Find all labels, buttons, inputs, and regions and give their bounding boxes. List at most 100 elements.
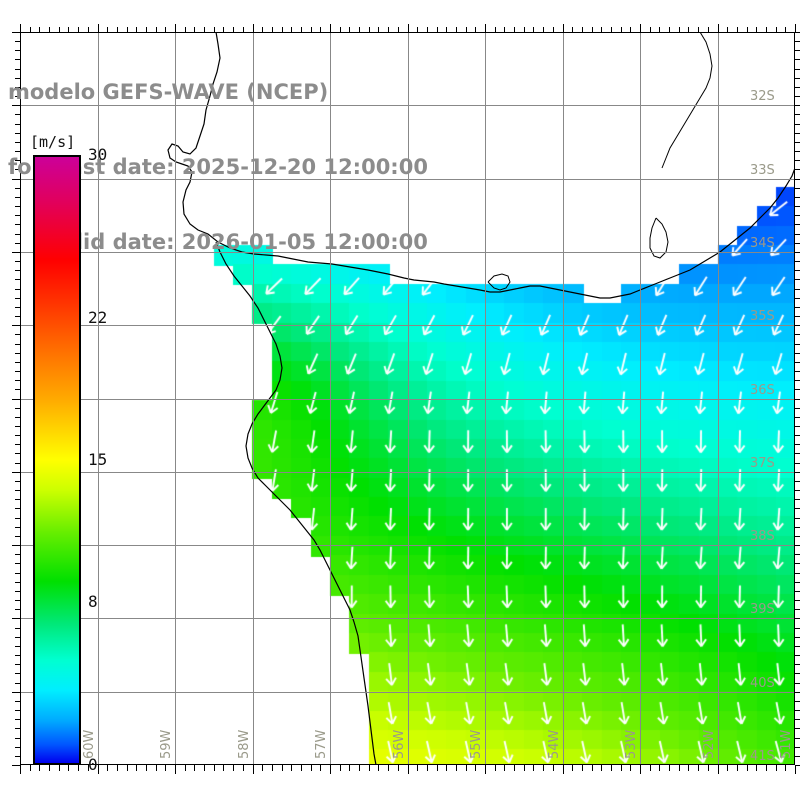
axis-tick (795, 87, 800, 88)
axis-tick (795, 453, 800, 454)
axis-tick (427, 27, 428, 32)
axis-tick (650, 765, 651, 771)
axis-tick (117, 765, 118, 771)
axis-tick (795, 499, 800, 500)
axis-tick (30, 765, 31, 771)
latitude-label: 35S (750, 309, 775, 325)
axis-tick (223, 27, 224, 32)
axis-tick (49, 765, 50, 771)
axis-tick (795, 353, 800, 354)
axis-tick (12, 325, 20, 326)
axis-tick (795, 628, 800, 629)
axis-tick (330, 765, 331, 774)
axis-tick (795, 261, 800, 262)
longitude-label: 56W (391, 729, 407, 759)
axis-tick (795, 463, 800, 464)
axis-tick (659, 765, 660, 771)
axis-tick (795, 105, 800, 106)
axis-tick (253, 24, 254, 32)
axis-tick (563, 24, 564, 32)
axis-tick (776, 765, 777, 771)
axis-tick (282, 27, 283, 32)
axis-tick (417, 27, 418, 32)
axis-tick (563, 765, 564, 774)
axis-tick (437, 765, 438, 771)
axis-tick (15, 169, 20, 170)
axis-tick (15, 499, 20, 500)
axis-tick (669, 765, 670, 771)
axis-tick (262, 27, 263, 32)
axis-tick (15, 609, 20, 610)
axis-tick (359, 27, 360, 32)
axis-tick (369, 27, 370, 32)
axis-tick (621, 765, 622, 771)
axis-tick (795, 408, 800, 409)
axis-tick (572, 27, 573, 32)
axis-tick (136, 765, 137, 771)
axis-tick (233, 765, 234, 771)
axis-tick (630, 765, 631, 771)
axis-tick (795, 417, 800, 418)
axis-tick (223, 765, 224, 771)
axis-tick (156, 765, 157, 771)
axis-tick (15, 637, 20, 638)
axis-tick (15, 243, 20, 244)
axis-tick (340, 765, 341, 771)
axis-tick (601, 27, 602, 32)
axis-tick (504, 765, 505, 771)
axis-tick (15, 197, 20, 198)
gridline-horizontal (20, 692, 795, 693)
title-valid-date: valid date: 2026-01-05 12:00:00 (48, 230, 428, 254)
axis-tick (795, 114, 800, 115)
axis-tick (795, 563, 800, 564)
longitude-label: 53W (624, 729, 639, 759)
axis-tick (747, 765, 748, 771)
axis-tick (15, 96, 20, 97)
colorbar (33, 155, 81, 765)
axis-tick (766, 27, 767, 32)
axis-tick (15, 710, 20, 711)
axis-tick (88, 27, 89, 32)
axis-tick (15, 453, 20, 454)
axis-tick (15, 417, 20, 418)
axis-tick (524, 27, 525, 32)
axis-tick (795, 609, 800, 610)
latitude-label: 38S (750, 529, 775, 545)
axis-tick (68, 765, 69, 771)
axis-tick (15, 371, 20, 372)
axis-tick (15, 114, 20, 115)
gridline-vertical (563, 32, 564, 765)
axis-tick (553, 27, 554, 32)
axis-tick (204, 27, 205, 32)
axis-tick (330, 24, 331, 32)
axis-tick (669, 27, 670, 32)
axis-tick (12, 472, 20, 473)
latitude-label: 39S (750, 602, 775, 618)
axis-tick (20, 765, 21, 774)
axis-tick (795, 362, 800, 363)
axis-tick (311, 27, 312, 32)
axis-tick (795, 756, 800, 757)
axis-tick (15, 646, 20, 647)
axis-tick (107, 765, 108, 771)
axis-tick (15, 78, 20, 79)
axis-tick (15, 426, 20, 427)
longitude-label: 54W (546, 729, 562, 759)
axis-tick (795, 59, 800, 60)
axis-tick (156, 27, 157, 32)
gridline-vertical (175, 32, 176, 765)
axis-tick (795, 50, 800, 51)
axis-tick (795, 518, 800, 519)
axis-tick (795, 508, 800, 509)
coast-path-north (661, 32, 713, 169)
title-model: modelo GEFS-WAVE (NCEP) (8, 80, 329, 104)
axis-tick (795, 435, 800, 436)
axis-tick (795, 215, 800, 216)
axis-tick (107, 27, 108, 32)
axis-tick (795, 591, 800, 592)
latitude-label: 33S (750, 162, 775, 178)
axis-tick (20, 24, 21, 32)
axis-tick (592, 27, 593, 32)
axis-tick (679, 27, 680, 32)
